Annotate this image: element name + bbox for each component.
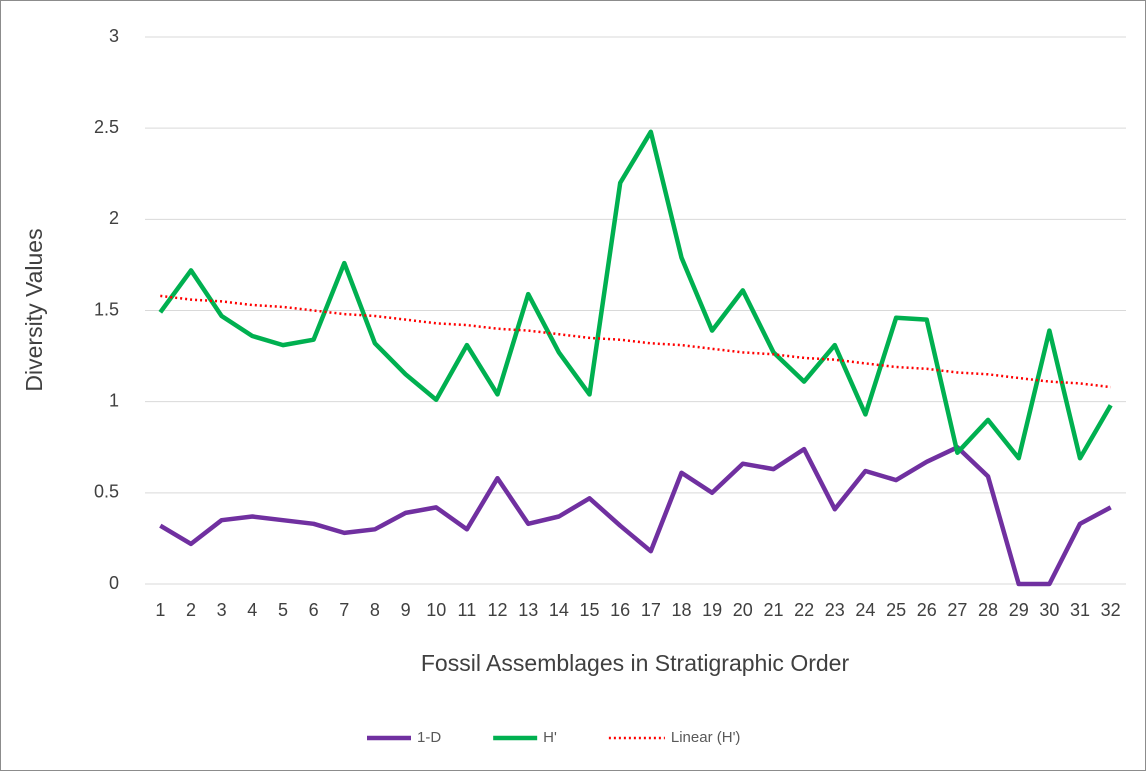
x-tick-label: 2: [186, 600, 196, 620]
x-tick-label: 7: [339, 600, 349, 620]
x-axis-title: Fossil Assemblages in Stratigraphic Orde…: [421, 650, 850, 676]
y-axis-title: Diversity Values: [21, 228, 47, 391]
x-tick-label: 10: [426, 600, 446, 620]
y-tick-label: 3: [109, 26, 119, 46]
legend-label: H': [543, 729, 557, 746]
x-tick-label: 22: [794, 600, 814, 620]
x-tick-label: 24: [855, 600, 875, 620]
x-tick-label: 30: [1039, 600, 1059, 620]
x-tick-label: 9: [401, 600, 411, 620]
x-tick-label: 23: [825, 600, 845, 620]
x-tick-label: 3: [217, 600, 227, 620]
x-tick-label: 20: [733, 600, 753, 620]
x-tick-label: 16: [610, 600, 630, 620]
y-tick-label: 0: [109, 573, 119, 593]
x-tick-label: 12: [488, 600, 508, 620]
x-tick-label: 15: [580, 600, 600, 620]
series-line: [159, 445, 1112, 587]
y-tick-label: 2.5: [94, 117, 119, 137]
x-tick-label: 28: [978, 600, 998, 620]
legend-label: Linear (H'): [671, 729, 741, 746]
x-tick-label: 1: [155, 600, 165, 620]
x-tick-label: 31: [1070, 600, 1090, 620]
x-tick-label: 18: [671, 600, 691, 620]
x-tick-label: 11: [458, 600, 477, 620]
x-tick-label: 17: [641, 600, 661, 620]
x-tick-label: 14: [549, 600, 569, 620]
x-tick-label: 26: [917, 600, 937, 620]
x-tick-label: 21: [763, 600, 783, 620]
x-tick-label: 5: [278, 600, 288, 620]
x-tick-label: 32: [1101, 600, 1121, 620]
x-tick-label: 8: [370, 600, 380, 620]
x-tick-label: 6: [309, 600, 319, 620]
trend-line: [160, 294, 1111, 389]
series-line: [158, 129, 1113, 461]
x-tick-label: 4: [247, 600, 257, 620]
y-tick-label: 1: [109, 390, 119, 410]
y-tick-label: 1.5: [94, 299, 119, 319]
y-tick-label: 0.5: [94, 482, 119, 502]
x-tick-label: 25: [886, 600, 906, 620]
x-tick-label: 27: [947, 600, 967, 620]
legend-label: 1-D: [417, 729, 441, 746]
x-tick-label: 19: [702, 600, 722, 620]
y-tick-label: 2: [109, 208, 119, 228]
x-tick-label: 13: [518, 600, 538, 620]
x-tick-label: 29: [1009, 600, 1029, 620]
